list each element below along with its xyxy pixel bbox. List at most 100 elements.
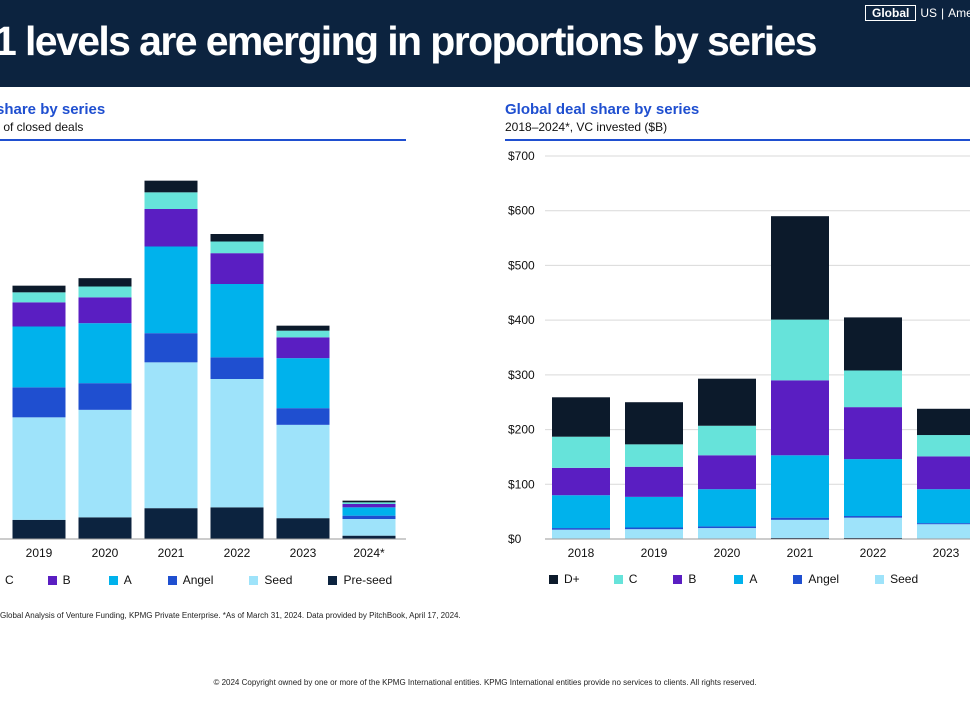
bar-segment-b-2021 [144,209,198,247]
bar-segment-d-2020 [78,278,132,287]
bar-segment-c-2024 [342,502,396,504]
bar-segment-b-2021 [771,380,829,456]
bar-segment-b-2022 [210,253,264,284]
bar-segment-d-2018 [552,397,610,437]
bar-segment-a-2021 [144,246,198,334]
bar-segment-angel-2022 [210,357,264,379]
bar-segment-d-2021 [771,216,829,320]
legend-swatch [108,575,118,585]
region-tab-americas[interactable]: Ame [948,6,970,20]
bar-segment-d-2022 [844,317,902,371]
bar-segment-pre-seed-2020 [78,517,132,539]
legend-label: A [749,572,758,586]
bar-segment-seed-2023 [917,524,970,539]
left-legend-item-c: C [0,573,14,587]
bar-segment-seed-2019 [12,417,66,520]
bar-segment-c-2021 [144,192,198,209]
bar-segment-pre-seed-2022 [844,537,902,539]
legend-label: A [123,573,132,587]
bar-segment-angel-2023 [276,408,330,425]
bar-segment-seed-2023 [276,424,330,519]
bar-segment-a-2021 [771,455,829,518]
x-tick-label: 2023 [933,546,960,560]
bar-segment-pre-seed-2024 [342,535,396,539]
bar-segment-c-2019 [12,292,66,303]
x-tick-label: 2021 [158,546,185,560]
left-chart-rule [0,139,406,141]
legend-label: B [688,572,697,586]
bar-segment-b-2019 [12,302,66,327]
legend-swatch [328,575,338,585]
bar-segment-c-2022 [210,241,264,254]
bar-segment-seed-2022 [844,517,902,538]
bar-segment-d-2021 [144,180,198,193]
bar-segment-angel-2023 [917,523,970,525]
left-legend-item-pre-seed: Pre-seed [328,573,392,587]
region-separator: | [941,6,945,20]
x-tick-label: 2020 [714,546,741,560]
bar-segment-angel-2018 [552,528,610,530]
bar-segment-d-2019 [625,402,683,445]
legend-swatch [734,574,744,584]
bar-segment-b-2024 [342,504,396,508]
legend-swatch [167,575,177,585]
bar-segment-angel-2024 [342,515,396,519]
bar-segment-pre-seed-2022 [210,507,264,539]
right-legend-item-b: B [673,572,696,586]
left-legend-item-b: B [47,573,71,587]
left-chart-legend: C B A Angel Seed Pre-seed [0,573,392,587]
bar-segment-seed-2020 [698,528,756,539]
bar-segment-c-2020 [78,286,132,298]
bar-segment-b-2020 [698,455,756,490]
region-tab-global[interactable]: Global [865,5,917,21]
legend-swatch [249,575,259,585]
bar-segment-b-2022 [844,407,902,460]
bar-segment-c-2021 [771,319,829,381]
bar-segment-c-2023 [276,330,330,338]
y-tick-label: $300 [508,368,535,382]
bar-segment-b-2019 [625,466,683,497]
legend-label: Angel [182,573,214,587]
page-title: 1 levels are emerging in proportions by … [0,18,818,64]
bar-segment-pre-seed-2021 [144,508,198,539]
legend-label: Seed [890,572,919,586]
bar-segment-a-2019 [12,326,66,388]
left-chart: 2018201920202021202220232024* [0,180,406,560]
bar-segment-d-2022 [210,234,264,242]
bar-segment-angel-2019 [12,387,66,418]
x-tick-label: 2019 [26,546,53,560]
bar-segment-seed-2018 [552,529,610,539]
x-tick-label: 2021 [787,546,814,560]
bar-segment-b-2023 [917,456,970,490]
bar-segment-d-2019 [12,285,66,293]
bar-segment-angel-2019 [625,527,683,530]
bar-segment-seed-2024 [342,519,396,536]
legend-swatch [875,574,885,584]
bar-segment-a-2022 [844,459,902,517]
bar-segment-a-2024 [342,507,396,516]
bar-segment-a-2020 [698,489,756,527]
region-tab-us[interactable]: US [920,6,938,20]
right-legend-item-a: A [734,572,757,586]
x-tick-label: 2019 [641,546,668,560]
bar-segment-angel-2021 [771,517,829,520]
bar-segment-b-2023 [276,337,330,359]
legend-label: Pre-seed [343,573,393,587]
left-chart-subtitle: r of closed deals [0,120,84,134]
bar-segment-seed-2021 [144,362,198,509]
x-tick-label: 2022 [224,546,251,560]
y-tick-label: $600 [508,204,535,218]
left-legend-item-seed: Seed [249,573,292,587]
bar-segment-b-2020 [78,297,132,324]
right-legend-item-c: C [613,572,637,586]
bar-segment-d-2023 [276,325,330,331]
bar-segment-c-2020 [698,425,756,456]
bar-segment-pre-seed-2021 [771,537,829,539]
y-tick-label: $0 [508,532,522,546]
bar-segment-c-2022 [844,370,902,408]
y-tick-label: $200 [508,423,535,437]
bar-segment-a-2018 [552,495,610,529]
bar-segment-d-2020 [698,378,756,426]
legend-swatch [673,574,683,584]
bar-segment-seed-2022 [210,379,264,508]
